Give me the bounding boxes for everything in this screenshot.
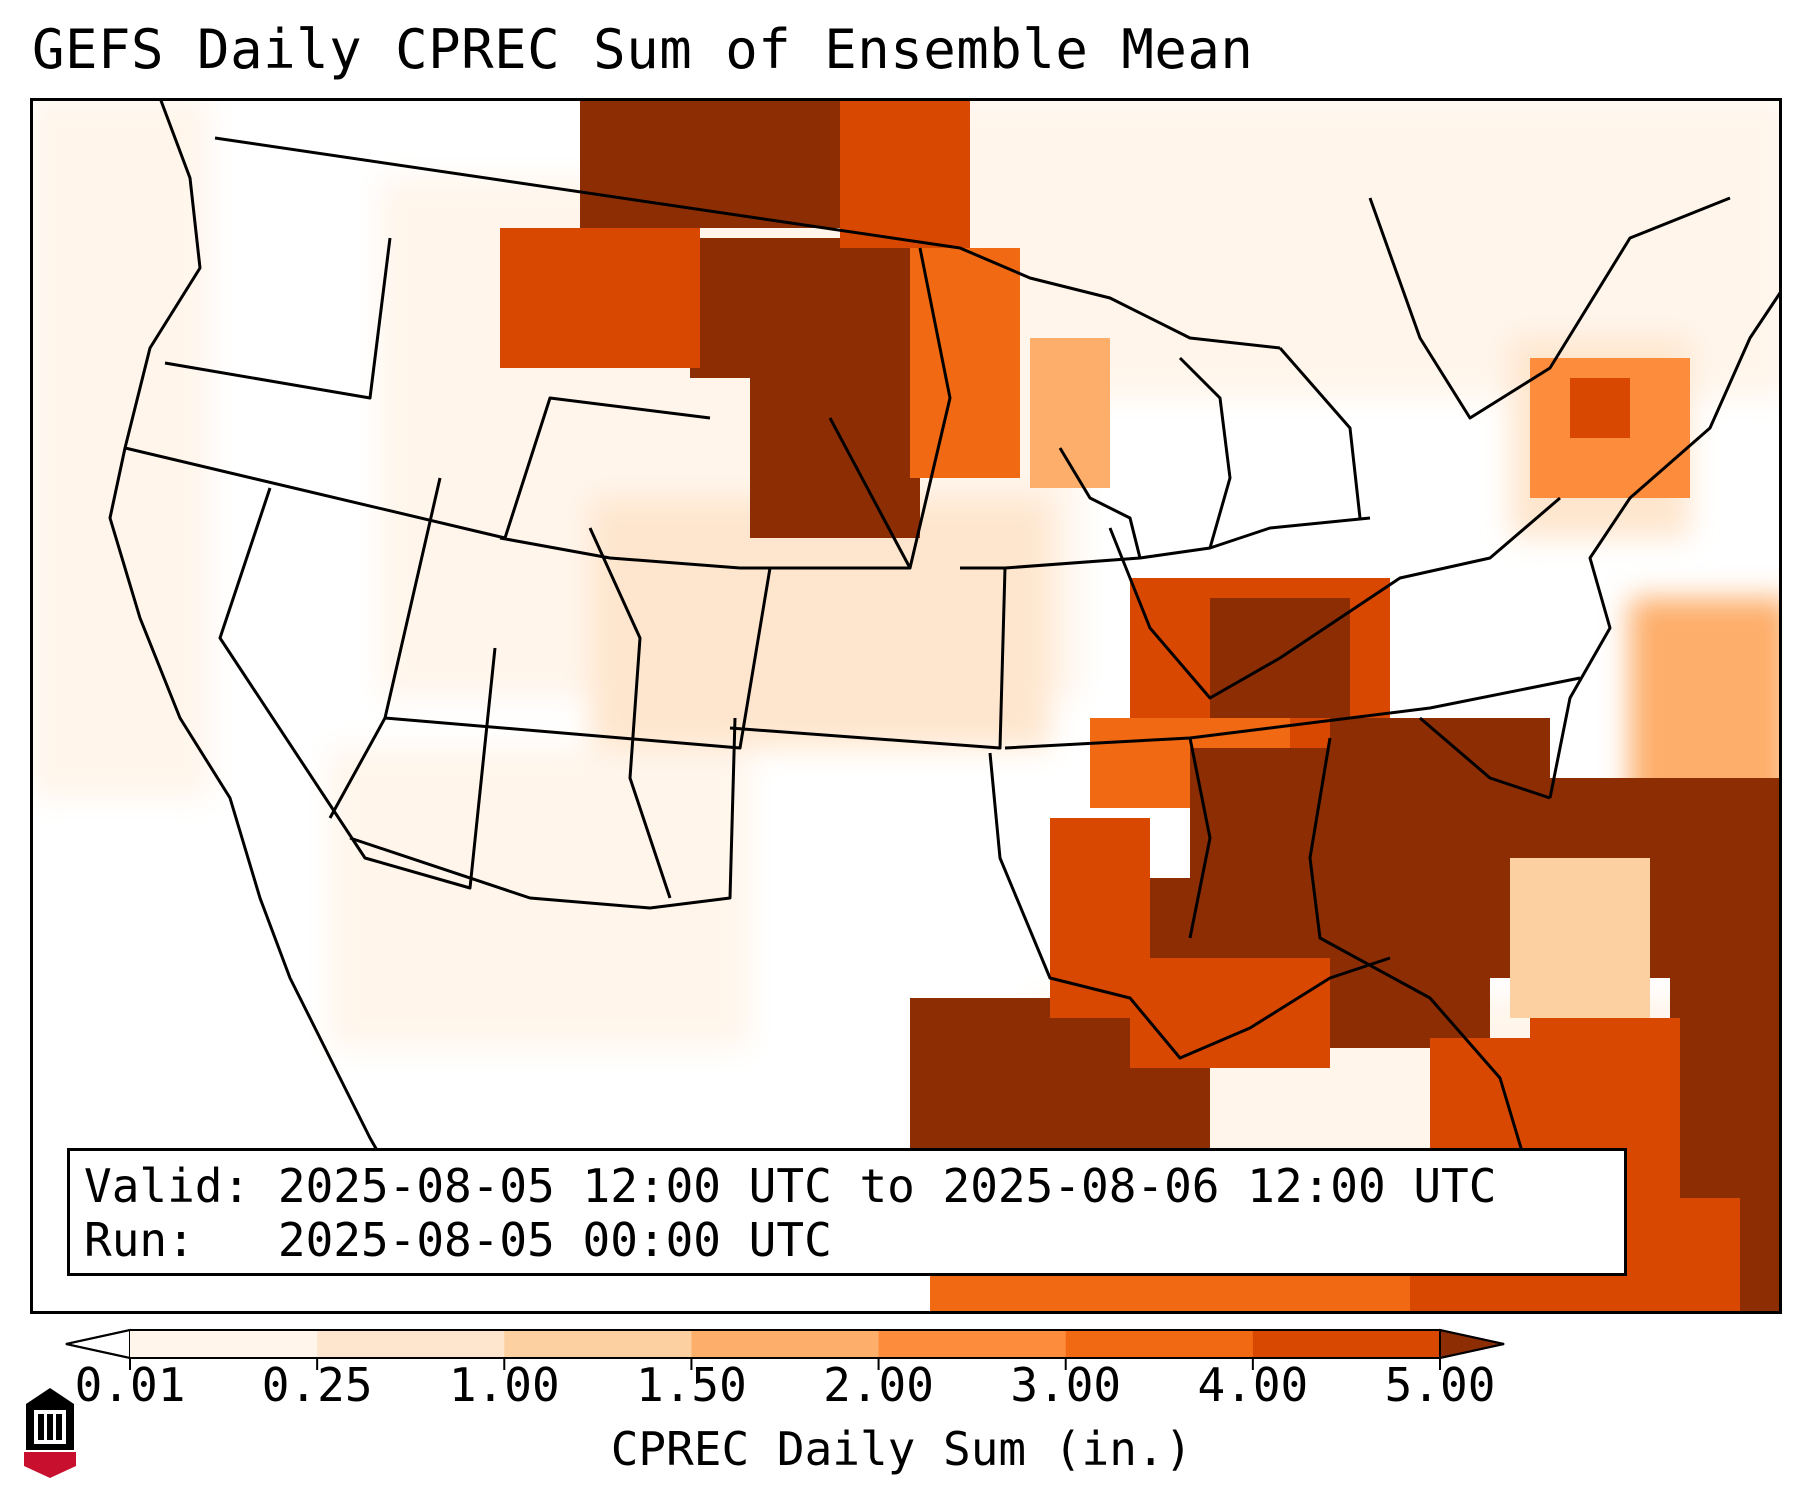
colorbar-bin-2 <box>504 1330 692 1358</box>
map-title: GEFS Daily CPREC Sum of Ensemble Mean <box>32 18 1254 81</box>
run-label: Run: <box>84 1213 195 1267</box>
colorbar <box>65 1328 1505 1370</box>
colorbar-bin-5 <box>1065 1330 1254 1358</box>
boundaries <box>108 98 1782 1209</box>
precipitation-map <box>30 98 1782 1314</box>
colorbar-bin-0 <box>130 1330 318 1358</box>
colorbar-tick-label: 1.50 <box>636 1358 747 1412</box>
colorbar-extend-min <box>65 1328 131 1360</box>
valid-label: Valid: <box>84 1159 251 1213</box>
colorbar-bin-3 <box>691 1330 880 1358</box>
run-value: 2025-08-05 00:00 UTC <box>277 1213 832 1267</box>
colorbar-tick-label: 5.00 <box>1384 1358 1496 1412</box>
colorbar-tick-label: 1.00 <box>448 1358 560 1412</box>
valid-value: 2025-08-05 12:00 UTC to 2025-08-06 12:00… <box>277 1159 1497 1213</box>
validity-info-box: Valid: 2025-08-05 12:00 UTC to 2025-08-0… <box>67 1148 1627 1276</box>
colorbar-bin-6 <box>1252 1330 1441 1358</box>
colorbar-label: CPREC Daily Sum (in.) <box>610 1422 1193 1476</box>
colorbar-bin-1 <box>317 1330 505 1358</box>
colorbar-tick-label: 4.00 <box>1197 1358 1309 1412</box>
colorbar-tick-label: 2.00 <box>823 1358 934 1412</box>
colorbar-extend-max <box>1439 1328 1505 1360</box>
colorbar-tick-label: 3.00 <box>1010 1358 1122 1412</box>
niu-logo <box>24 1388 76 1478</box>
colorbar-tick-label: 0.25 <box>261 1358 373 1412</box>
colorbar-tick-labels: 0.01 0.25 1.00 1.50 2.00 3.00 4.00 5.00 <box>0 1358 1803 1418</box>
colorbar-tick-label: 0.01 <box>74 1358 186 1412</box>
colorbar-bin-4 <box>878 1330 1067 1358</box>
